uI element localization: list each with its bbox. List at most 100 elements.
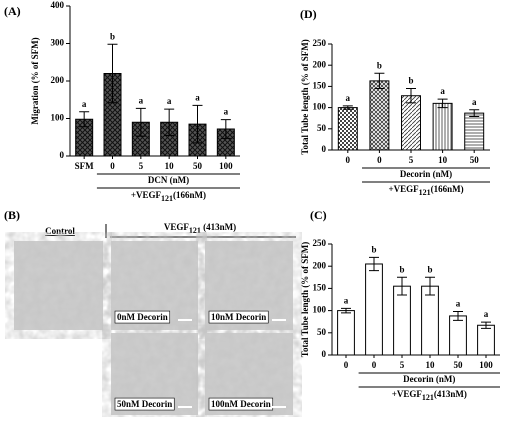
bar: [393, 285, 411, 356]
significance-letter: a: [344, 295, 349, 305]
y-axis-label: Total Tube length (% of SFM): [300, 242, 310, 357]
significance-letter: b: [371, 244, 376, 254]
error-bar: [374, 72, 385, 90]
significance-letter: b: [399, 264, 404, 274]
group-label: Decorin (nM): [403, 374, 455, 384]
significance-letter: a: [139, 95, 144, 105]
bar: [401, 95, 421, 151]
significance-letter: a: [456, 299, 461, 309]
y-tick-label: 0: [322, 349, 327, 359]
significance-letter: a: [82, 99, 87, 109]
error-bar: [369, 256, 379, 272]
error-bar: [79, 111, 90, 128]
significance-letter: a: [224, 107, 229, 117]
significance-letter: b: [377, 60, 382, 70]
label-box: [114, 397, 175, 411]
y-tick-label: 100: [313, 305, 327, 315]
x-tick-label: 100: [219, 161, 233, 171]
bar: [365, 263, 383, 356]
bar: [337, 310, 355, 356]
significance-letter: a: [484, 309, 489, 319]
error-bar: [192, 104, 203, 144]
treatment-text: +VEGF: [388, 184, 419, 194]
bar: [369, 80, 390, 151]
y-tick-label: 150: [313, 282, 327, 292]
bar: [421, 285, 439, 356]
label-box: [114, 310, 171, 324]
group-label: DCN (nM): [148, 175, 189, 185]
image-label: 10nM Decorin: [211, 312, 266, 322]
panel-label: (A): [4, 4, 21, 18]
x-tick-label: 5: [139, 161, 144, 171]
treatment-label: +VEGF121(166nM): [131, 190, 206, 203]
y-tick-label: 200: [313, 59, 327, 69]
panel-label: (B): [4, 208, 20, 222]
x-tick-label: 50: [454, 360, 464, 370]
x-tick-label: 50: [193, 161, 203, 171]
bar: [464, 112, 485, 151]
error-bar: [342, 105, 353, 110]
error-bar: [164, 108, 175, 136]
treatment-text: +VEGF: [131, 190, 162, 200]
error-bar: [437, 98, 448, 109]
group-label: Decorin (nM): [400, 169, 452, 179]
x-tick-label: 5: [409, 155, 414, 165]
y-tick-label: 50: [317, 123, 327, 133]
y-tick-label: 0: [322, 144, 327, 154]
bar: [449, 315, 467, 356]
x-tick-label: SFM: [75, 161, 95, 171]
y-tick-label: 400: [51, 0, 65, 10]
y-tick-label: 200: [51, 75, 65, 85]
y-tick-label: 250: [313, 38, 327, 48]
panel-label: (D): [300, 7, 317, 21]
y-tick-label: 100: [313, 102, 327, 112]
x-tick-label: 0: [344, 360, 349, 370]
y-tick-label: 250: [313, 238, 327, 248]
treatment-concentration: (166nM): [431, 184, 464, 194]
treatment-text: +VEGF: [392, 389, 423, 399]
treatment-label: +VEGF121(166nM): [388, 184, 463, 197]
treatment-subscript: 121: [422, 393, 434, 402]
x-tick-label: 10: [426, 360, 436, 370]
x-tick-label: 50: [470, 155, 480, 165]
treatment-subscript: 121: [419, 188, 431, 197]
error-bar: [453, 310, 463, 321]
y-axis-label: Total Tube length (% of SFM): [300, 39, 310, 154]
x-tick-label: 0: [346, 155, 351, 165]
x-tick-label: 0: [372, 360, 377, 370]
error-bar: [406, 88, 416, 104]
error-bar: [341, 307, 351, 314]
label-box: [208, 310, 269, 324]
error-bar: [469, 109, 480, 118]
treatment-subscript: 121: [161, 194, 173, 203]
error-bar: [220, 119, 231, 139]
x-tick-label: 0: [377, 155, 382, 165]
significance-letter: a: [346, 93, 351, 103]
y-tick-label: 100: [51, 113, 65, 123]
bar: [477, 324, 495, 356]
bar: [337, 107, 358, 151]
x-tick-label: 10: [438, 155, 448, 165]
significance-letter: a: [195, 92, 200, 102]
y-axis-label: Migration (% of SFM): [30, 37, 40, 124]
image-label: 50nM Decorin: [117, 399, 172, 409]
treatment-concentration: (166nM): [173, 190, 206, 200]
error-bar: [481, 321, 491, 329]
x-tick-label: 0: [110, 161, 115, 171]
image-label: 0nM Decorin: [117, 312, 168, 322]
significance-letter: a: [440, 86, 445, 96]
y-tick-label: 200: [313, 260, 327, 270]
treatment-concentration: (413nM): [434, 389, 467, 399]
column-header: Control: [45, 226, 75, 236]
error-bar: [425, 276, 435, 296]
micrographs: [14, 241, 293, 415]
significance-letter: b: [408, 76, 413, 86]
x-tick-label: 5: [400, 360, 405, 370]
y-tick-label: 150: [313, 80, 327, 90]
y-tick-label: 50: [317, 327, 327, 337]
y-tick-label: 300: [51, 38, 65, 48]
treatment-label: +VEGF121(413nM): [392, 389, 467, 402]
panel-label: (C): [310, 208, 327, 222]
significance-letter: b: [427, 264, 432, 274]
